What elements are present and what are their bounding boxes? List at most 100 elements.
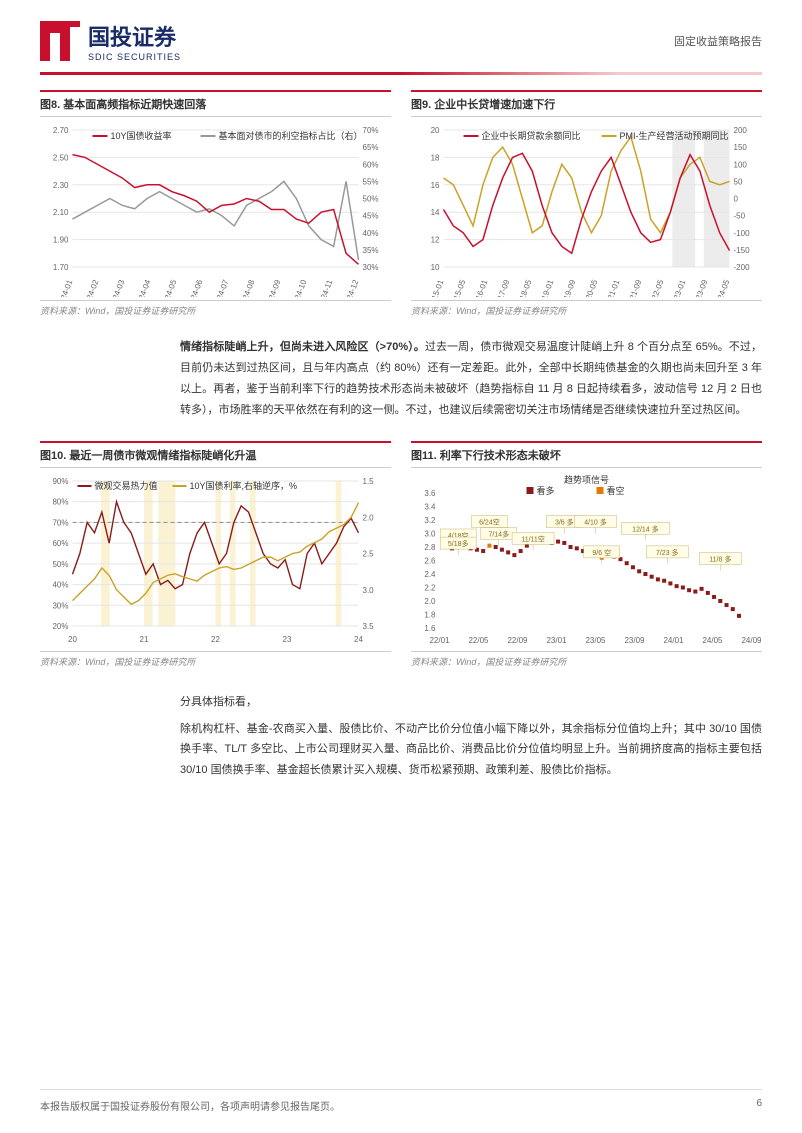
chart11-source: 资料来源：Wind，国投证券证券研究所 <box>411 651 762 668</box>
svg-text:-50: -50 <box>734 212 746 221</box>
company-name-cn: 国投证券 <box>88 20 181 52</box>
svg-text:55%: 55% <box>363 177 379 186</box>
svg-text:微观交易热力值: 微观交易热力值 <box>95 480 158 491</box>
svg-text:2.2: 2.2 <box>424 583 436 592</box>
svg-text:2024-06: 2024-06 <box>186 278 205 297</box>
svg-text:21: 21 <box>140 635 149 644</box>
svg-text:1.90: 1.90 <box>53 236 69 245</box>
svg-text:2.6: 2.6 <box>424 556 436 565</box>
chart11-canvas: 1.61.82.02.22.42.62.83.03.23.43.622/0122… <box>411 473 762 648</box>
svg-text:22: 22 <box>211 635 220 644</box>
svg-text:2.4: 2.4 <box>424 570 436 579</box>
svg-text:3.5: 3.5 <box>363 622 375 631</box>
svg-text:1.5: 1.5 <box>363 477 375 486</box>
svg-text:2023-09: 2023-09 <box>691 278 710 297</box>
report-type: 固定收益策略报告 <box>674 33 762 49</box>
svg-text:50%: 50% <box>363 195 379 204</box>
svg-text:40%: 40% <box>52 580 68 589</box>
paragraph-1: 情绪指标陡峭上升，但尚未进入风险区（>70%）。过去一周，债市微观交易温度计陡峭… <box>0 337 802 421</box>
svg-text:2.0: 2.0 <box>424 597 436 606</box>
footer-copyright: 本报告版权属于国投证券股份有限公司，各项声明请参见报告尾页。 <box>40 1098 340 1113</box>
svg-text:2.0: 2.0 <box>363 513 375 522</box>
svg-text:2024-09: 2024-09 <box>264 278 283 297</box>
svg-text:50: 50 <box>734 177 743 186</box>
svg-text:11/8 多: 11/8 多 <box>709 554 731 563</box>
header-divider <box>40 72 762 75</box>
chart10-title: 图10. 最近一周债市微观情绪指标陡峭化升温 <box>40 441 391 468</box>
svg-text:-100: -100 <box>734 229 751 238</box>
svg-text:22/01: 22/01 <box>429 636 450 645</box>
svg-text:2015-05: 2015-05 <box>449 278 468 297</box>
svg-text:基本面对债市的利空指标占比（右）: 基本面对债市的利空指标占比（右） <box>219 130 363 141</box>
svg-text:7/23 多: 7/23 多 <box>656 547 679 556</box>
chart10-source: 资料来源：Wind，国投证券证券研究所 <box>40 651 391 668</box>
svg-text:10Y国债利率,右轴逆序，%: 10Y国债利率,右轴逆序，% <box>190 480 298 491</box>
svg-text:14: 14 <box>431 208 440 217</box>
svg-text:3/6 多: 3/6 多 <box>555 517 574 526</box>
svg-text:3.0: 3.0 <box>424 529 436 538</box>
svg-text:2.50: 2.50 <box>53 153 69 162</box>
svg-text:2.8: 2.8 <box>424 543 436 552</box>
chart10-canvas: 20%30%40%50%60%70%80%90%1.52.02.53.03.52… <box>40 473 391 648</box>
svg-text:2024-05: 2024-05 <box>160 278 179 297</box>
svg-text:2024-11: 2024-11 <box>316 278 334 297</box>
svg-text:2021-09: 2021-09 <box>625 278 644 297</box>
svg-text:23/01: 23/01 <box>546 636 567 645</box>
svg-text:1.6: 1.6 <box>424 624 436 633</box>
svg-text:23: 23 <box>283 635 292 644</box>
svg-text:22/09: 22/09 <box>507 636 528 645</box>
svg-text:24/09: 24/09 <box>741 636 762 645</box>
svg-text:24: 24 <box>354 635 363 644</box>
svg-text:2.30: 2.30 <box>53 181 69 190</box>
svg-text:23/09: 23/09 <box>624 636 645 645</box>
svg-text:2024-02: 2024-02 <box>82 278 101 297</box>
svg-text:45%: 45% <box>363 212 379 221</box>
svg-text:100: 100 <box>734 160 748 169</box>
svg-text:2024-10: 2024-10 <box>290 278 309 297</box>
svg-text:20%: 20% <box>52 622 68 631</box>
svg-text:80%: 80% <box>52 497 68 506</box>
svg-text:看空: 看空 <box>607 485 625 496</box>
svg-text:2022-05: 2022-05 <box>647 278 666 297</box>
svg-text:35%: 35% <box>363 246 379 255</box>
svg-text:23/05: 23/05 <box>585 636 606 645</box>
svg-text:趋势项信号: 趋势项信号 <box>564 474 609 485</box>
paragraph-2: 除机构杠杆、基金-农商买入量、股债比价、不动产比价分位值小幅下降以外，其余指标分… <box>0 719 802 782</box>
svg-text:2.5: 2.5 <box>363 549 375 558</box>
svg-text:2017-09: 2017-09 <box>493 278 512 297</box>
svg-text:2024-05: 2024-05 <box>713 278 732 297</box>
svg-text:22/05: 22/05 <box>468 636 489 645</box>
svg-text:5/18多: 5/18多 <box>448 539 469 548</box>
svg-text:3.4: 3.4 <box>424 502 436 511</box>
chart9-title: 图9. 企业中长贷增速加速下行 <box>411 90 762 117</box>
svg-text:1.8: 1.8 <box>424 610 436 619</box>
svg-text:11/11空: 11/11空 <box>521 534 544 543</box>
svg-text:70%: 70% <box>52 518 68 527</box>
svg-text:6/24空: 6/24空 <box>479 517 500 526</box>
svg-text:2.70: 2.70 <box>53 126 69 135</box>
svg-text:PMI-生产经营活动预期同比: PMI-生产经营活动预期同比 <box>620 130 729 141</box>
svg-text:3.6: 3.6 <box>424 489 436 498</box>
sub-heading: 分具体指标看， <box>0 693 802 709</box>
svg-text:24/05: 24/05 <box>702 636 723 645</box>
svg-text:20: 20 <box>431 126 440 135</box>
svg-text:4/10 多: 4/10 多 <box>584 517 607 526</box>
svg-text:2024-01: 2024-01 <box>56 278 75 297</box>
svg-text:16: 16 <box>431 181 440 190</box>
svg-text:2.10: 2.10 <box>53 208 69 217</box>
company-logo: 国投证券 SDIC SECURITIES <box>40 20 181 62</box>
chart11-title: 图11. 利率下行技术形态未破坏 <box>411 441 762 468</box>
svg-text:18: 18 <box>431 153 440 162</box>
svg-text:2023-01: 2023-01 <box>669 278 688 297</box>
svg-text:看多: 看多 <box>537 485 555 496</box>
svg-text:2018-05: 2018-05 <box>515 278 534 297</box>
svg-text:9/6 空: 9/6 空 <box>592 547 611 556</box>
chart8-title: 图8. 基本面高频指标近期快速回落 <box>40 90 391 117</box>
svg-text:30%: 30% <box>52 601 68 610</box>
svg-text:65%: 65% <box>363 143 379 152</box>
svg-text:20: 20 <box>68 635 77 644</box>
chart8-source: 资料来源：Wind，国投证券证券研究所 <box>40 300 391 317</box>
svg-text:-150: -150 <box>734 246 751 255</box>
svg-text:2019-09: 2019-09 <box>559 278 578 297</box>
svg-text:-200: -200 <box>734 263 751 272</box>
